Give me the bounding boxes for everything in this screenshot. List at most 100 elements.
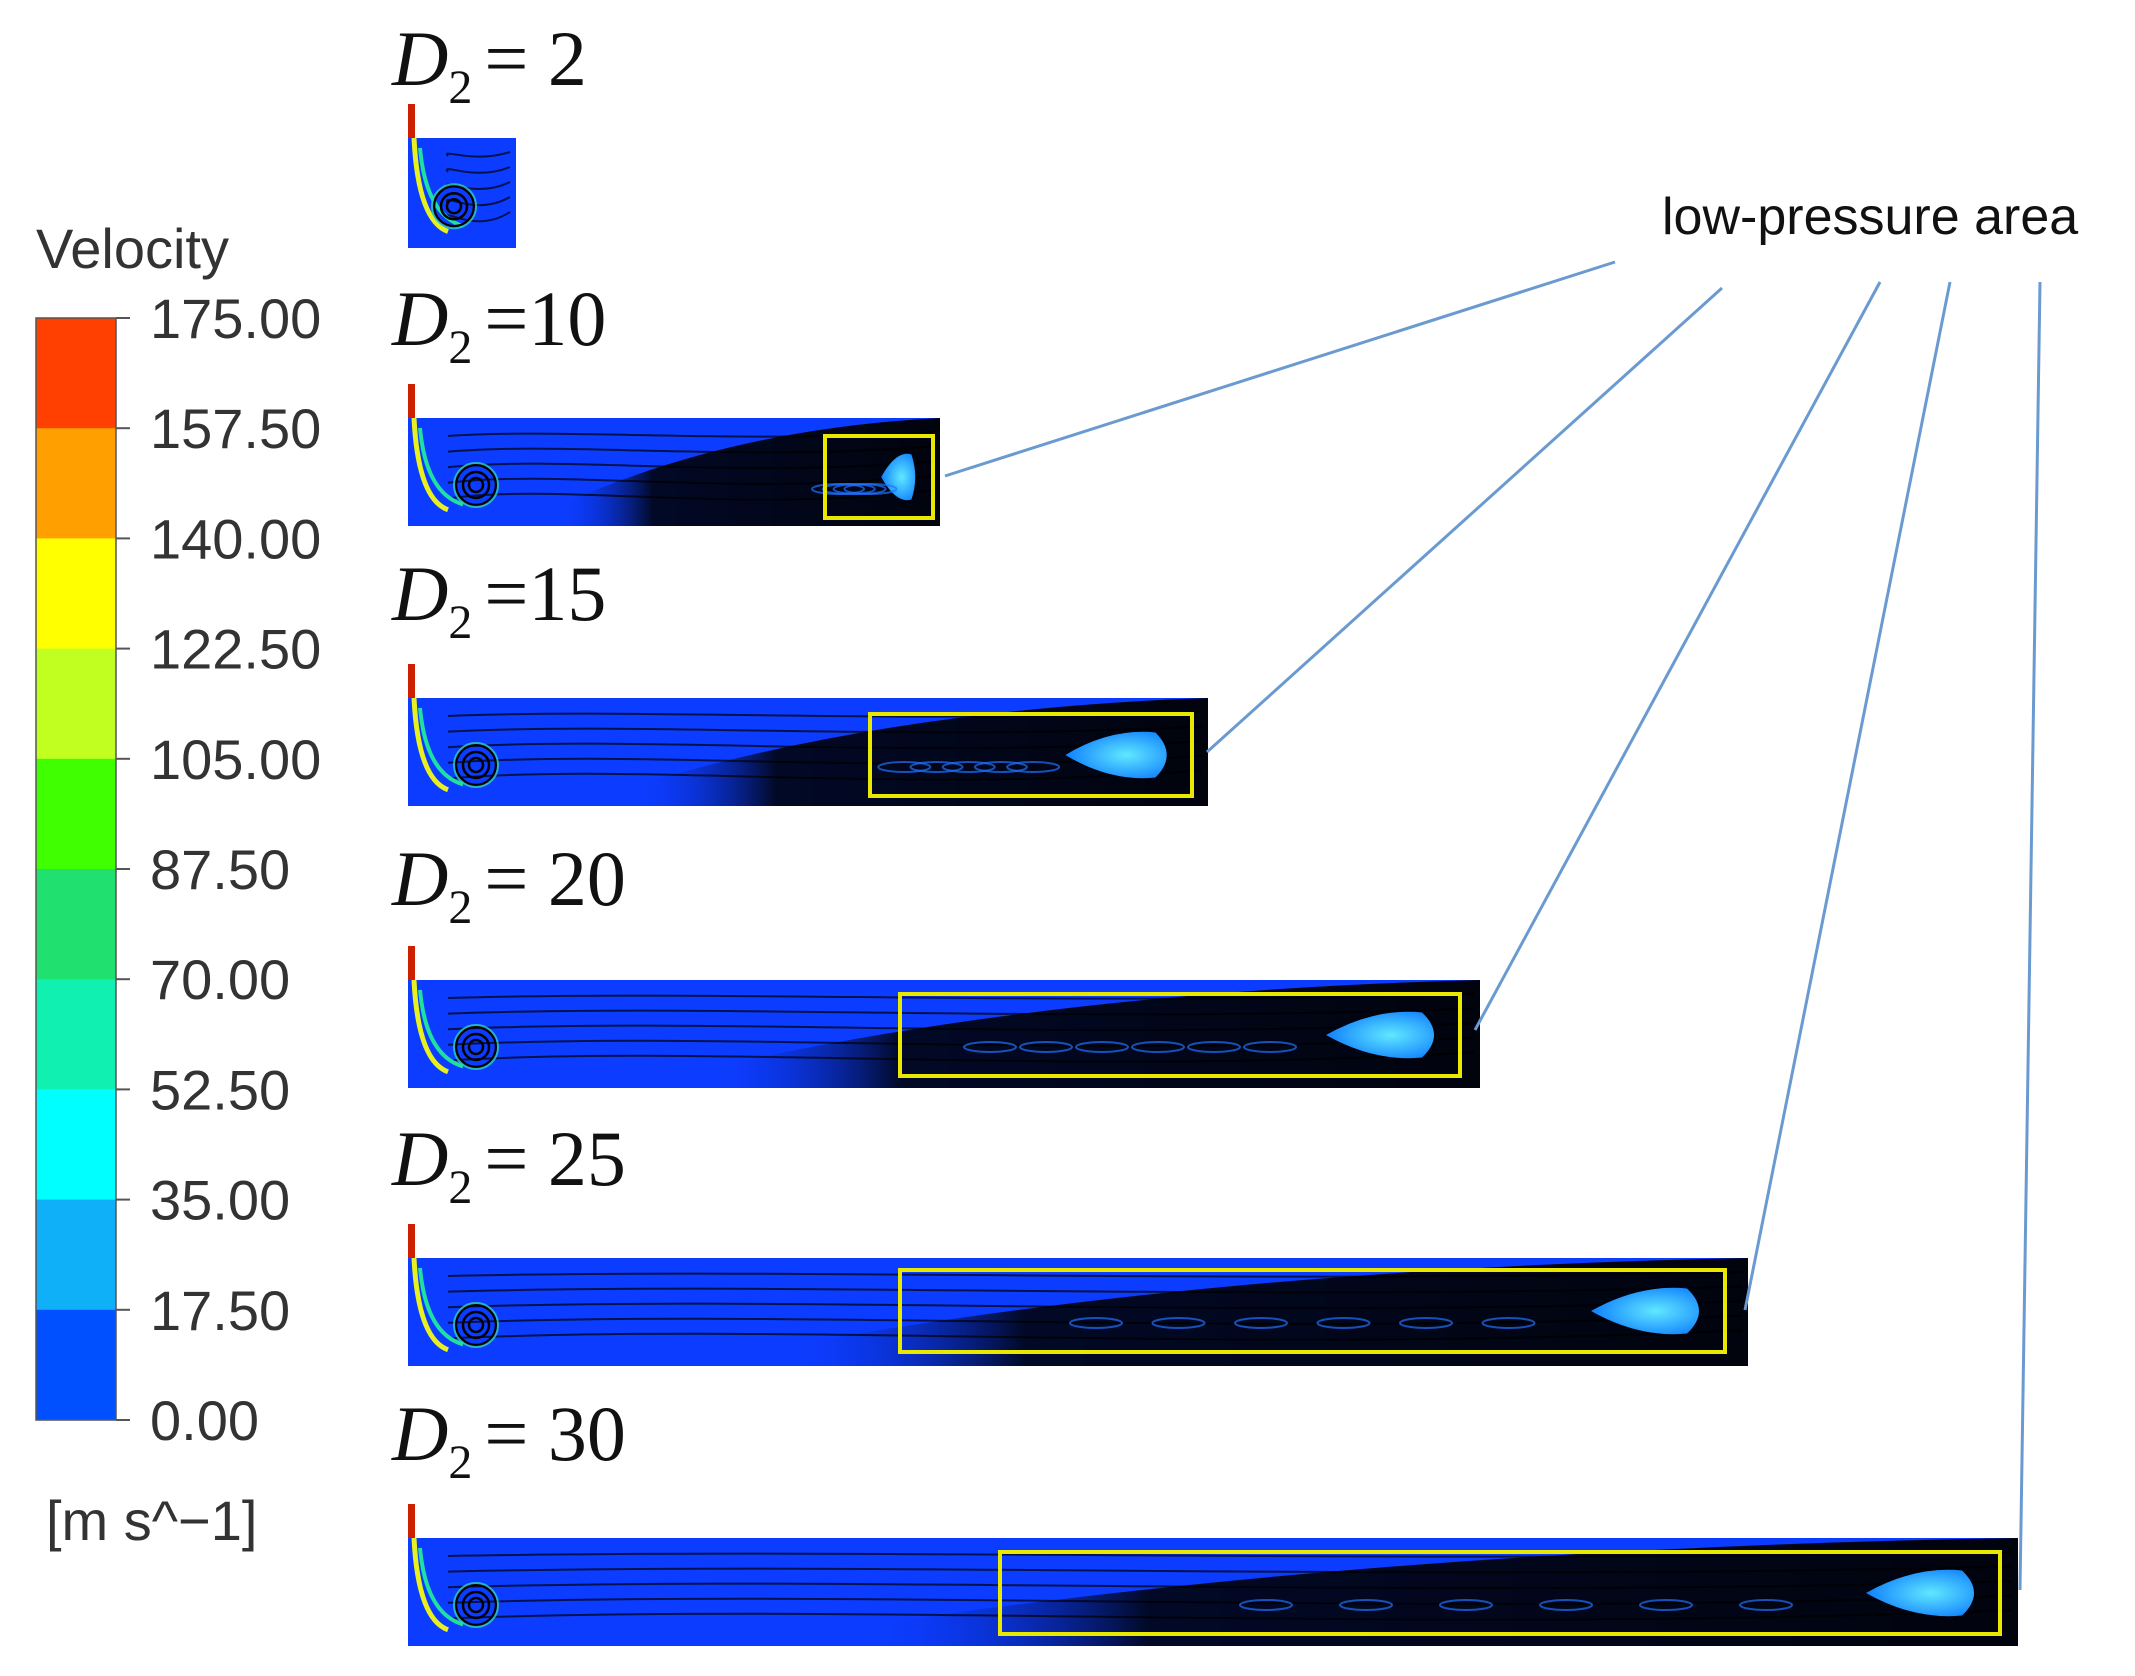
streamline <box>447 740 1203 750</box>
low-pressure-label: low-pressure area <box>1662 188 2078 246</box>
colorbar-tick-label: 105.00 <box>150 728 321 791</box>
streamline <box>447 1300 1743 1310</box>
wake-ripple <box>1075 1041 1129 1053</box>
vortex-ring <box>454 743 498 787</box>
inlet-jet <box>411 137 450 234</box>
colorbar-tick-label: 0.00 <box>150 1389 259 1452</box>
colorbar-tick-label: 122.50 <box>150 618 321 681</box>
inlet-pipe <box>408 384 415 428</box>
wake-ripple <box>973 761 1028 773</box>
wake-ripple <box>1187 1041 1241 1053</box>
colorbar-tick-label: 175.00 <box>150 287 321 350</box>
streamline <box>447 1565 2013 1574</box>
colorbar-band <box>36 758 116 870</box>
inlet-pipe <box>408 1504 415 1548</box>
wake-region <box>783 1258 1748 1366</box>
wake-ripple <box>1439 1599 1493 1611</box>
inlet-jet <box>411 979 450 1075</box>
leader-line <box>1473 281 1882 1031</box>
legend-title: Velocity <box>36 217 229 280</box>
colorbar-band <box>36 1199 116 1311</box>
streamline <box>447 1314 1743 1325</box>
inlet-pipe <box>408 104 415 148</box>
vortex-ring <box>467 1038 485 1056</box>
wake-ripple <box>1316 1317 1371 1329</box>
vortex-ring <box>454 1303 498 1347</box>
contour-panel: D2 =15 <box>391 550 1208 806</box>
streamline <box>447 489 935 501</box>
low-pressure-box <box>898 1268 1727 1354</box>
colorbar-band <box>36 1309 116 1421</box>
streamline <box>447 1051 1475 1063</box>
inlet-jet <box>411 697 450 793</box>
streamline <box>447 1551 2013 1558</box>
colorbar-tick-label: 140.00 <box>150 507 321 570</box>
inlet-jet-edge <box>418 707 464 787</box>
colorbar-tick-label: 35.00 <box>150 1169 290 1232</box>
colorbar-band <box>36 869 116 980</box>
wake-ripple <box>1339 1599 1393 1611</box>
wake-ripple <box>1069 1317 1123 1329</box>
inlet-pipe <box>408 1224 415 1268</box>
inlet-jet-edge <box>418 1547 464 1627</box>
low-pressure-box <box>998 1550 2002 1636</box>
panel-label: D2 = 20 <box>391 835 626 934</box>
colorbar-band <box>36 318 116 429</box>
streamline <box>447 1271 1743 1278</box>
vortex-edge <box>453 461 499 508</box>
colorbar-tick-label: 17.50 <box>150 1279 290 1342</box>
vortex-edge <box>453 1581 499 1628</box>
streamline <box>445 166 511 174</box>
vortex-ring <box>454 1583 498 1627</box>
vortex-ring <box>432 184 476 228</box>
colorbar-band <box>36 1089 116 1201</box>
colorbar-tick-label: 52.50 <box>150 1058 290 1121</box>
panel-label: D2 = 25 <box>391 1115 626 1214</box>
vortex-ring <box>461 1310 491 1340</box>
wake-ripple <box>1234 1317 1288 1329</box>
contour-panel: D2 = 30 <box>391 1390 2018 1646</box>
low-pressure-annotation: low-pressure area <box>944 188 2078 1591</box>
velocity-legend: Velocity 175.00 157.50 140.00 122.50 105.00 8… <box>35 217 321 1552</box>
colorbar-tick-label: 157.50 <box>150 397 321 460</box>
streamline <box>447 1594 2013 1605</box>
vortex-ring <box>461 1590 491 1620</box>
inlet-jet-edge <box>418 989 464 1069</box>
wake-ripple <box>1019 1041 1073 1053</box>
streamline <box>447 1609 2013 1621</box>
wake-region <box>556 418 940 526</box>
streamline <box>447 754 1203 765</box>
colorbar-ticks: 175.00 157.50 140.00 122.50 105.00 87.50 70.00… <box>116 287 321 1452</box>
streamline <box>445 151 511 158</box>
low-pressure-box <box>868 712 1194 798</box>
streamline <box>445 196 511 207</box>
contour-panel: D2 = 20 <box>391 835 1480 1088</box>
vortex-ring <box>467 756 485 774</box>
colorbar-band <box>36 648 116 760</box>
colorbar-band <box>36 979 116 1090</box>
streamline <box>447 993 1475 1000</box>
vortex-ring <box>467 1316 485 1334</box>
inlet-pipe <box>408 946 415 990</box>
inlet-jet <box>411 1537 450 1633</box>
vortex-ring <box>461 470 491 500</box>
streamline <box>447 460 935 470</box>
vortex-ring <box>439 191 469 221</box>
wake-ripple <box>941 761 996 773</box>
inlet-jet <box>411 1257 450 1353</box>
low-pressure-core <box>1326 1011 1434 1059</box>
streamline <box>447 1580 2013 1590</box>
wake-ripple <box>1151 1317 1206 1329</box>
low-pressure-core <box>1591 1287 1699 1335</box>
streamline <box>447 474 935 485</box>
contour-panels: D2 = 2 D2 =10 D2 =15 D2 = 20 D2 = 25 D2 = 30 <box>391 15 2018 1646</box>
vortex-ring <box>454 1025 498 1069</box>
panel-label: D2 =15 <box>391 550 606 649</box>
wake-ripple <box>811 483 865 495</box>
low-pressure-box <box>823 434 935 520</box>
vortex-edge <box>431 183 477 230</box>
vortex-edge <box>453 741 499 788</box>
panel-label: D2 = 2 <box>391 15 587 114</box>
inlet-jet-edge <box>418 427 464 507</box>
